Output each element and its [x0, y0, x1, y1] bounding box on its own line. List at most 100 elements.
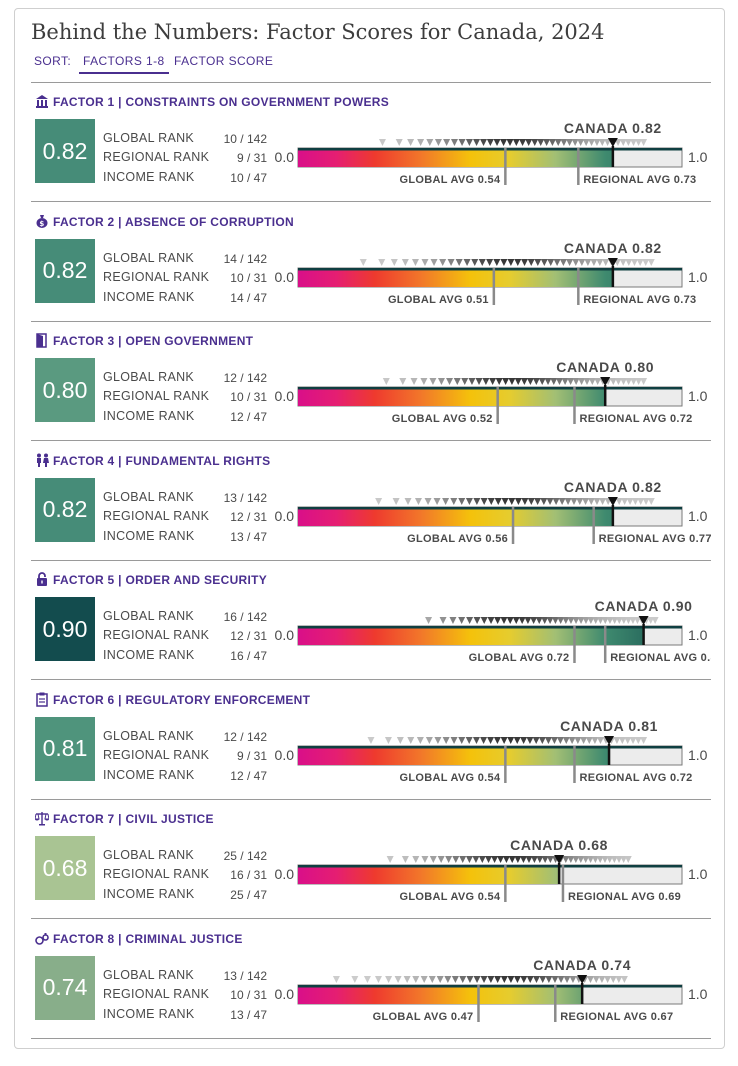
divider [31, 82, 711, 83]
factor-title[interactable]: FACTOR 7 | CIVIL JUSTICE [34, 811, 214, 826]
country-marker [604, 139, 612, 146]
country-marker [500, 258, 508, 266]
country-marker [651, 617, 659, 624]
sort-option-score[interactable]: FACTOR SCORE [174, 54, 274, 68]
score-bar-chart: CANADA 0.82 GLOBAL AVG 0.54 REGIONAL AVG 0… [275, 120, 708, 186]
country-marker [489, 378, 497, 385]
income-rank-label: INCOME RANK [103, 289, 195, 304]
bar-top-accent [298, 267, 682, 270]
factor-title[interactable]: FACTOR 1 | CONSTRAINTS ON GOVERNMENT POW… [35, 94, 389, 109]
global-rank-value: 12 / 142 [223, 729, 267, 744]
country-marker [609, 975, 617, 983]
factor-row: $ FACTOR 2 | ABSENCE OF CORRUPTION 0.82 GLO… [31, 203, 711, 322]
income-rank-value: 16 / 47 [230, 649, 267, 663]
country-marker [551, 975, 559, 983]
scale-min-label: 0.0 [275, 269, 295, 285]
regional-rank-label: REGIONAL RANK [103, 986, 210, 1001]
income-rank-label: INCOME RANK [103, 528, 195, 543]
row-divider [31, 1037, 711, 1039]
regional-rank-value: 16 / 31 [230, 868, 267, 882]
country-marker [567, 856, 575, 863]
global-rank-value: 16 / 142 [223, 610, 267, 624]
country-marker [520, 736, 528, 744]
country-marker [554, 139, 562, 146]
factor-title[interactable]: FACTOR 3 | OPEN GOVERNMENT [35, 333, 253, 348]
canada-score-label: CANADA 0.68 [510, 837, 608, 853]
country-marker [442, 736, 450, 744]
clipboard-icon [36, 692, 48, 707]
country-marker [465, 856, 473, 863]
factor-title[interactable]: $ FACTOR 2 | ABSENCE OF CORRUPTION [35, 214, 294, 229]
factor-title[interactable]: FACTOR 5 | ORDER AND SECURITY [35, 572, 267, 587]
country-marker [525, 856, 533, 863]
regional-rank-value: 9 / 31 [236, 151, 267, 165]
country-marker [619, 139, 627, 146]
country-marker [399, 378, 407, 385]
country-marker [384, 736, 392, 744]
country-marker [577, 856, 585, 863]
country-marker [472, 736, 480, 744]
country-marker [473, 617, 481, 624]
country-marker [521, 258, 529, 266]
global-avg-label: GLOBAL AVG 0.54 [399, 174, 500, 186]
country-marker [582, 617, 590, 624]
country-marker [508, 378, 516, 385]
country-marker [534, 258, 542, 266]
country-marker [416, 736, 424, 744]
row-divider [31, 201, 711, 202]
country-marker [534, 497, 542, 505]
score-fill-bar [298, 267, 613, 287]
country-marker [590, 258, 598, 266]
scale-max-label: 1.0 [688, 747, 708, 763]
factor-title[interactable]: FACTOR 8 | CRIMINAL JUSTICE [35, 931, 243, 946]
factor-row: FACTOR 8 | CRIMINAL JUSTICE 0.74 GLOBAL RA… [31, 920, 711, 1039]
country-marker [556, 736, 564, 744]
country-marker [526, 736, 534, 744]
country-marker [546, 617, 554, 624]
income-rank-label: INCOME RANK [103, 887, 195, 901]
sort-option-factors[interactable]: FACTORS 1-8 [83, 54, 165, 68]
country-marker [417, 139, 425, 146]
income-rank-label: INCOME RANK [103, 648, 195, 662]
country-marker [500, 975, 508, 983]
score-fill-bar [298, 506, 613, 526]
country-marker [618, 736, 626, 744]
country-marker [568, 736, 576, 744]
page-title: Behind the Numbers: Factor Scores for Ca… [31, 20, 605, 44]
country-marker [577, 617, 585, 624]
country-marker [445, 856, 453, 863]
country-marker [567, 378, 575, 385]
country-marker [620, 975, 628, 983]
factor-row: FACTOR 3 | OPEN GOVERNMENT 0.80 GLOBAL RAN… [31, 322, 711, 441]
factor-title[interactable]: FACTOR 4 | FUNDAMENTAL RIGHTS [35, 453, 270, 468]
country-marker [461, 378, 469, 385]
regional-rank-value: 10 / 31 [230, 987, 267, 1002]
factor-title[interactable]: FACTOR 6 | REGULATORY ENFORCEMENT [35, 692, 310, 707]
country-marker [582, 497, 590, 505]
score-fill-bar [298, 745, 610, 765]
people-icon [37, 453, 49, 467]
country-marker [615, 856, 623, 863]
country-marker [411, 258, 419, 266]
score-box: 0.74 [35, 955, 95, 1020]
scale-min-label: 0.0 [275, 747, 295, 763]
country-marker [629, 617, 637, 624]
country-marker [543, 139, 551, 146]
country-marker [606, 617, 614, 624]
country-marker [507, 736, 515, 744]
country-marker [410, 378, 418, 385]
country-marker [472, 856, 480, 863]
country-marker [551, 617, 559, 624]
scales-icon [34, 812, 50, 826]
country-marker [375, 497, 383, 505]
country-marker [569, 975, 577, 983]
country-marker [576, 497, 584, 505]
country-marker [620, 617, 628, 624]
country-marker [493, 139, 501, 146]
country-marker [540, 258, 548, 266]
country-marker [465, 139, 473, 146]
country-marker [500, 139, 508, 146]
canada-score-marker [554, 855, 565, 864]
country-marker [506, 139, 514, 146]
global-avg-label: GLOBAL AVG 0.54 [399, 772, 500, 784]
